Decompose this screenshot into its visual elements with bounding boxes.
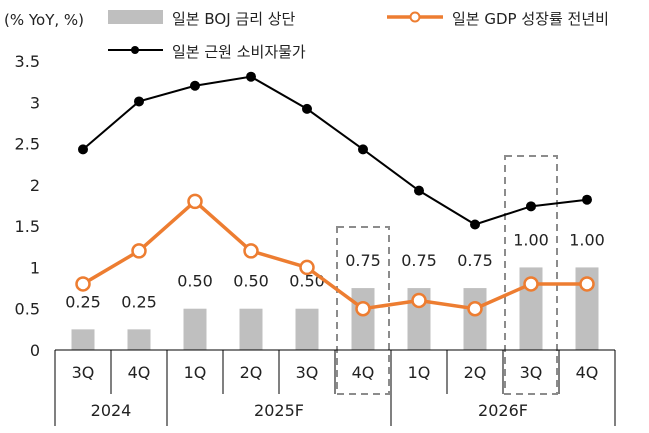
core-cpi-point xyxy=(414,185,424,196)
gdp-growth-line xyxy=(82,199,587,311)
legend-marker-gdp xyxy=(409,11,421,23)
x-tick-label: 4Q xyxy=(576,363,599,382)
core-cpi-point xyxy=(302,103,312,114)
core-cpi-line xyxy=(82,75,588,226)
gdp-growth-point xyxy=(355,300,371,317)
y-tick-label: 1.5 xyxy=(15,217,40,236)
bar-data-label: 0.25 xyxy=(121,292,157,311)
y-tick-label: 1 xyxy=(30,258,40,277)
legend-label-bar: 일본 BOJ 금리 상단 xyxy=(172,10,296,28)
bar-data-labels: 0.25 0.25 0.50 0.50 0.50 0.75 0.75 0.75 1.00 1.00 xyxy=(65,230,605,311)
bar-data-label: 0.50 xyxy=(177,272,213,291)
gdp-growth-point xyxy=(467,300,483,317)
bar xyxy=(295,308,319,350)
gdp-growth-point xyxy=(75,276,91,292)
y-axis-title: (% YoY, %) xyxy=(4,11,84,29)
x-axis: 3Q 4Q 1Q 2Q 3Q 4Q 1Q 2Q 3Q 4Q 2024 2025F 2026F xyxy=(54,349,616,426)
year-label: 2025F xyxy=(254,401,304,420)
legend-label-cpi: 일본 근원 소비자물가 xyxy=(172,43,306,61)
legend-swatch-bar xyxy=(108,10,163,24)
core-cpi-point xyxy=(190,80,200,91)
x-tick-label: 1Q xyxy=(184,363,207,382)
line-series xyxy=(75,71,595,317)
bar-data-label: 0.75 xyxy=(345,251,381,270)
bar xyxy=(463,288,487,350)
y-tick-label: 3 xyxy=(30,93,40,112)
gdp-growth-point xyxy=(299,259,315,276)
core-cpi-point xyxy=(78,144,88,155)
y-axis: 0 0.5 1 1.5 2 2.5 3 3.5 xyxy=(15,52,40,360)
gdp-growth-point xyxy=(579,276,595,292)
x-tick-label: 4Q xyxy=(352,363,375,382)
year-label: 2024 xyxy=(91,401,132,420)
core-cpi-point xyxy=(134,96,144,107)
gdp-growth-point xyxy=(243,243,259,259)
bar-data-label: 1.00 xyxy=(513,230,549,249)
year-label: 2026F xyxy=(478,401,528,420)
highlight-box xyxy=(336,226,390,395)
bar xyxy=(239,308,263,350)
legend-label-gdp: 일본 GDP 성장률 전년비 xyxy=(452,10,609,28)
x-tick-label: 3Q xyxy=(72,363,95,382)
y-tick-label: 0 xyxy=(30,341,40,360)
core-cpi-point xyxy=(470,219,480,230)
bar-data-label: 0.50 xyxy=(289,272,325,291)
x-tick-label: 3Q xyxy=(296,363,319,382)
core-cpi-point xyxy=(358,144,368,155)
y-tick-label: 0.5 xyxy=(15,300,40,319)
bar-data-label: 0.50 xyxy=(233,272,269,291)
bar xyxy=(183,308,207,350)
core-cpi-point xyxy=(526,201,536,212)
bar xyxy=(351,288,375,350)
gdp-growth-point xyxy=(187,193,203,210)
x-tick-label: 3Q xyxy=(520,363,543,382)
legend-marker-cpi xyxy=(131,46,139,54)
bar xyxy=(127,329,151,350)
gdp-growth-point xyxy=(131,243,147,259)
bar-data-label: 0.75 xyxy=(401,251,437,270)
bar-data-label: 0.25 xyxy=(65,292,101,311)
x-tick-label: 1Q xyxy=(408,363,431,382)
bar-data-label: 0.75 xyxy=(457,251,493,270)
bar-data-label: 1.00 xyxy=(569,230,605,249)
highlight-boxes xyxy=(336,155,558,395)
core-cpi-point xyxy=(582,194,592,205)
x-tick-label: 4Q xyxy=(128,363,151,382)
core-cpi-point xyxy=(246,71,256,82)
y-tick-label: 2.5 xyxy=(15,135,40,154)
y-tick-label: 3.5 xyxy=(15,52,40,71)
bar xyxy=(71,329,95,350)
highlight-box xyxy=(504,155,558,395)
x-tick-label: 2Q xyxy=(240,363,263,382)
y-tick-label: 2 xyxy=(30,176,40,195)
gdp-growth-point xyxy=(411,292,427,309)
gdp-growth-point xyxy=(523,276,539,292)
x-tick-label: 2Q xyxy=(464,363,487,382)
